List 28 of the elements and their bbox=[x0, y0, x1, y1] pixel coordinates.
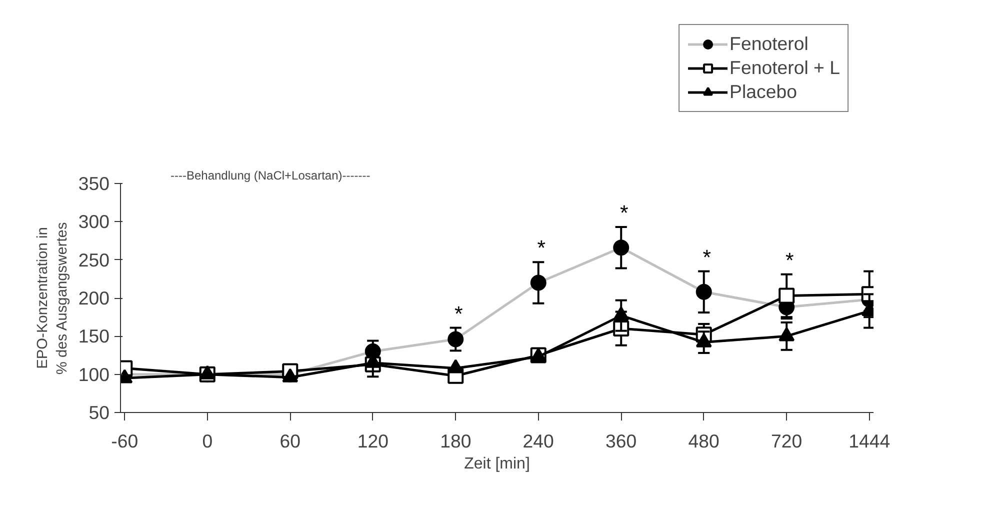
x-tick-label: 180 bbox=[440, 430, 472, 452]
x-tick-label: 360 bbox=[606, 430, 637, 452]
x-tick-label: 1444 bbox=[848, 430, 890, 452]
y-tick-label: 300 bbox=[78, 211, 110, 232]
legend-label: Fenoterol bbox=[730, 33, 808, 55]
x-tick-label: 120 bbox=[357, 430, 388, 452]
y-axis-title: EPO-Konzentration in % des Ausgangswertes bbox=[35, 222, 70, 375]
x-axis-title: Zeit [min] bbox=[464, 456, 530, 472]
y-tick-label: 50 bbox=[88, 402, 110, 423]
x-tick-label: 60 bbox=[280, 430, 301, 452]
y-tick-label: 350 bbox=[78, 173, 110, 194]
x-tick-label: -60 bbox=[111, 430, 138, 452]
x-tick-label: 720 bbox=[771, 430, 802, 452]
annotation: * bbox=[702, 245, 712, 270]
annotation: * bbox=[454, 302, 463, 326]
annotation: * bbox=[620, 201, 628, 226]
annotation: * bbox=[537, 236, 546, 260]
y-tick-label: 250 bbox=[78, 249, 110, 270]
legend-label: Placebo bbox=[730, 81, 797, 103]
y-tick-label: 150 bbox=[78, 326, 110, 347]
x-tick-label: 480 bbox=[688, 430, 720, 452]
annotation: * bbox=[785, 248, 794, 272]
legend-label: Fenoterol + L bbox=[730, 57, 840, 79]
x-tick-label: 0 bbox=[202, 430, 213, 452]
text: ----Behandlung (NaCl+Losartan)------- bbox=[170, 168, 370, 182]
x-tick-label: 240 bbox=[522, 430, 554, 452]
y-tick-label: 200 bbox=[78, 288, 110, 308]
y-tick-label: 100 bbox=[78, 364, 110, 385]
